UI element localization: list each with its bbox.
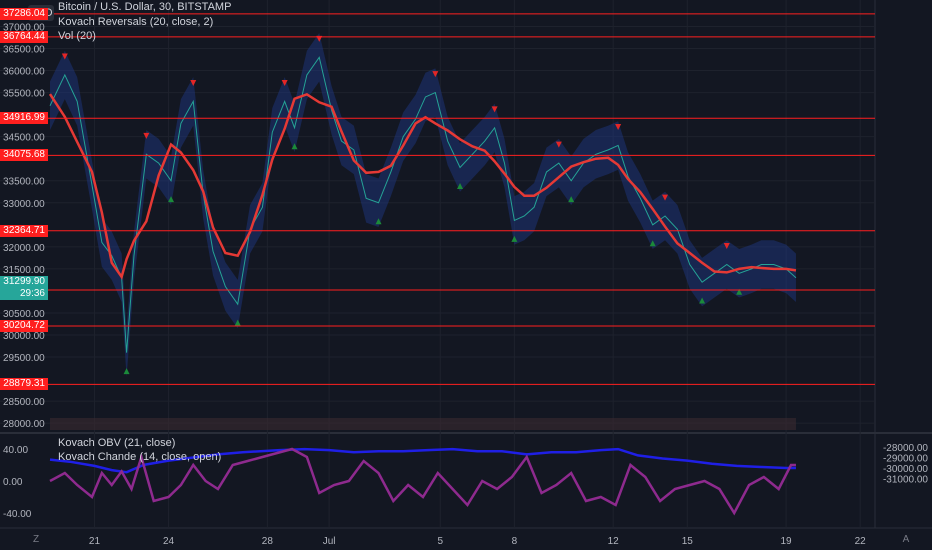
obv-axis-label: -31000.00 bbox=[883, 475, 928, 486]
indicator-chande-label[interactable]: Kovach Chande (14, close, open) bbox=[58, 451, 222, 463]
level-badge: 36764.44 bbox=[0, 30, 48, 43]
reversal-down-marker bbox=[316, 35, 323, 42]
price-axis-label: 28000.00 bbox=[3, 419, 45, 430]
price-axis-label: 33500.00 bbox=[3, 177, 45, 188]
symbol-title[interactable]: Bitcoin / U.S. Dollar, 30, BITSTAMP bbox=[58, 1, 232, 13]
volume-area bbox=[50, 418, 796, 430]
price-axis-label: 35500.00 bbox=[3, 89, 45, 100]
reversal-down-marker bbox=[662, 194, 669, 201]
level-badge: 30204.72 bbox=[0, 319, 48, 332]
reversal-down-marker bbox=[281, 79, 288, 86]
price-axis-label: 37000.00 bbox=[3, 22, 45, 33]
price-axis-label: 30500.00 bbox=[3, 309, 45, 320]
reversal-down-marker bbox=[61, 53, 68, 60]
indicator-obv-label[interactable]: Kovach OBV (21, close) bbox=[58, 437, 176, 449]
oscillator-axis-label: 0.00 bbox=[3, 477, 23, 488]
time-axis-label: 22 bbox=[855, 536, 867, 547]
obv-axis-label: -28000.00 bbox=[883, 443, 928, 454]
time-axis-label: 15 bbox=[682, 536, 694, 547]
price-axis-label: 36000.00 bbox=[3, 67, 45, 78]
reversal-up-marker bbox=[568, 196, 575, 203]
reversal-down-marker bbox=[723, 243, 730, 250]
price-axis-label: 33000.00 bbox=[3, 199, 45, 210]
indicator-reversals-label[interactable]: Kovach Reversals (20, close, 2) bbox=[58, 16, 214, 28]
price-axis-label: 29500.00 bbox=[3, 353, 45, 364]
reversal-down-marker bbox=[615, 124, 622, 131]
oscillator-axis-label: 40.00 bbox=[3, 445, 28, 456]
oscillator-axis-label: -40.00 bbox=[3, 509, 32, 520]
level-badge: 37286.04 bbox=[0, 7, 48, 20]
price-axis-label: 31500.00 bbox=[3, 265, 45, 276]
reversal-up-marker bbox=[375, 218, 382, 225]
reversal-up-marker bbox=[291, 143, 298, 150]
moving-average-line bbox=[48, 92, 797, 280]
level-badge: 28879.31 bbox=[0, 378, 48, 391]
reversal-down-marker bbox=[491, 106, 498, 113]
time-axis-label: 8 bbox=[512, 536, 518, 547]
envelope-band bbox=[50, 33, 796, 377]
zoom-icon[interactable]: Z bbox=[32, 534, 40, 545]
bar-countdown: 29:36 bbox=[19, 288, 45, 299]
price-line bbox=[49, 56, 797, 353]
time-axis-label: Jul bbox=[323, 536, 336, 547]
obv-line bbox=[49, 447, 796, 474]
price-axis-label: 32000.00 bbox=[3, 243, 45, 254]
reversal-up-marker bbox=[457, 182, 464, 189]
reversal-up-marker bbox=[649, 240, 656, 247]
time-axis-label: 24 bbox=[163, 536, 175, 547]
reversal-up-marker bbox=[699, 297, 706, 304]
level-badge: 32364.71 bbox=[0, 224, 48, 237]
time-axis-label: 28 bbox=[262, 536, 274, 547]
current-price-badge: 31299.90 29:36 bbox=[0, 276, 48, 300]
reversal-down-marker bbox=[190, 79, 197, 86]
price-axis-label: 28500.00 bbox=[3, 397, 45, 408]
obv-axis-label: -29000.00 bbox=[883, 454, 928, 465]
time-axis-label: 5 bbox=[437, 536, 443, 547]
indicator-volume-label[interactable]: Vol (20) bbox=[58, 30, 96, 42]
reversal-down-marker bbox=[432, 71, 439, 78]
reversal-down-marker bbox=[555, 141, 562, 148]
price-axis-label: 34500.00 bbox=[3, 133, 45, 144]
level-badge: 34916.99 bbox=[0, 112, 48, 125]
reversal-up-marker bbox=[168, 196, 175, 203]
reversal-up-marker bbox=[511, 235, 518, 242]
time-axis-label: 19 bbox=[781, 536, 793, 547]
reversal-up-marker bbox=[234, 319, 241, 326]
reversal-up-marker bbox=[736, 288, 743, 295]
chande-line bbox=[49, 447, 796, 516]
price-axis-label: 30000.00 bbox=[3, 331, 45, 342]
level-badge: 34075.68 bbox=[0, 149, 48, 162]
auto-scale-icon[interactable]: A bbox=[902, 534, 910, 545]
time-axis-label: 12 bbox=[608, 536, 620, 547]
price-axis-label: 36500.00 bbox=[3, 44, 45, 55]
current-price-value: 31299.90 bbox=[3, 276, 45, 287]
reversal-up-marker bbox=[123, 368, 130, 375]
reversal-down-marker bbox=[143, 132, 150, 139]
obv-axis-label: -30000.00 bbox=[883, 464, 928, 475]
time-axis-label: 21 bbox=[89, 536, 101, 547]
